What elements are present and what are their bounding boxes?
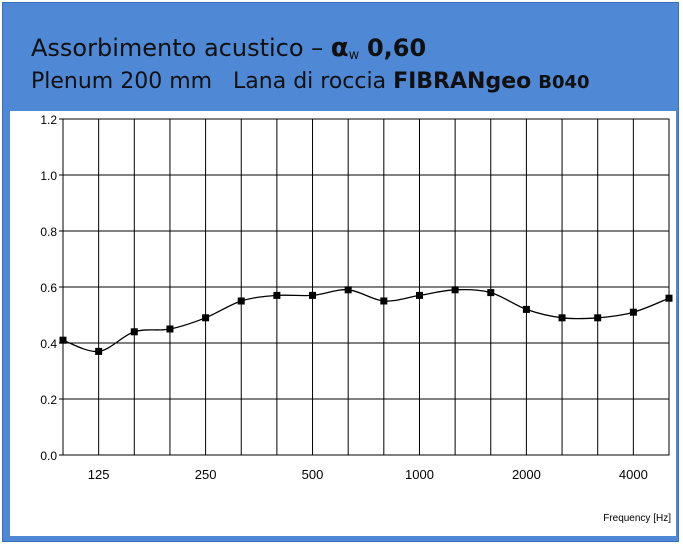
line-chart: 0.0 0.2 0.4 0.6 0.8 1.0 1.2 125 250 500 1000 2000 40… bbox=[40, 113, 673, 524]
x-axis-label: Frequency [Hz] bbox=[603, 513, 671, 524]
y-tick-label: 0.4 bbox=[40, 337, 57, 351]
data-point-marker bbox=[202, 314, 210, 322]
subtitle-prefix: Plenum 200 mm Lana di roccia bbox=[31, 69, 394, 94]
data-point-marker bbox=[665, 294, 673, 302]
product-name: FIBRANgeo bbox=[393, 69, 532, 94]
data-point-marker bbox=[309, 291, 317, 299]
data-point-marker bbox=[237, 297, 245, 305]
data-point-marker bbox=[344, 286, 352, 294]
alpha-symbol: α bbox=[330, 33, 349, 63]
data-point-marker bbox=[95, 347, 103, 355]
x-tick-label: 250 bbox=[195, 467, 217, 482]
series-line bbox=[62, 288, 670, 353]
data-point-marker bbox=[415, 291, 423, 299]
alpha-subscript: w bbox=[348, 48, 360, 63]
data-point-marker bbox=[273, 291, 281, 299]
y-tick-label: 1.0 bbox=[40, 169, 57, 183]
chart-subtitle: Plenum 200 mm Lana di roccia FIBRANgeo B… bbox=[31, 69, 590, 94]
y-tick-label: 0.2 bbox=[40, 393, 57, 407]
product-code: B040 bbox=[538, 72, 590, 93]
x-tick-label: 1000 bbox=[405, 467, 434, 482]
chart-title: Assorbimento acustico – αw 0,60 bbox=[31, 33, 426, 63]
y-tick-label: 1.2 bbox=[40, 113, 57, 127]
data-point-marker bbox=[594, 314, 602, 322]
y-tick-label: 0.6 bbox=[40, 281, 57, 295]
alpha-value: 0,60 bbox=[366, 34, 427, 62]
data-point-marker bbox=[130, 328, 138, 336]
data-point-marker bbox=[380, 297, 388, 305]
data-point-marker bbox=[629, 308, 637, 316]
plot-area: 0.0 0.2 0.4 0.6 0.8 1.0 1.2 125 250 500 1000 2000 40… bbox=[10, 111, 676, 536]
x-tick-label: 4000 bbox=[619, 467, 648, 482]
data-point-marker bbox=[166, 325, 174, 333]
data-point-marker bbox=[59, 336, 67, 344]
y-tick-label: 0.8 bbox=[40, 225, 57, 239]
y-tick-label: 0.0 bbox=[40, 449, 57, 463]
data-point-marker bbox=[522, 305, 530, 313]
data-point-marker bbox=[451, 286, 459, 294]
x-tick-label: 2000 bbox=[512, 467, 541, 482]
data-point-marker bbox=[487, 289, 495, 297]
x-tick-label: 125 bbox=[88, 467, 110, 482]
title-text: Assorbimento acustico – bbox=[31, 34, 331, 62]
x-tick-label: 500 bbox=[302, 467, 324, 482]
data-point-marker bbox=[558, 314, 566, 322]
